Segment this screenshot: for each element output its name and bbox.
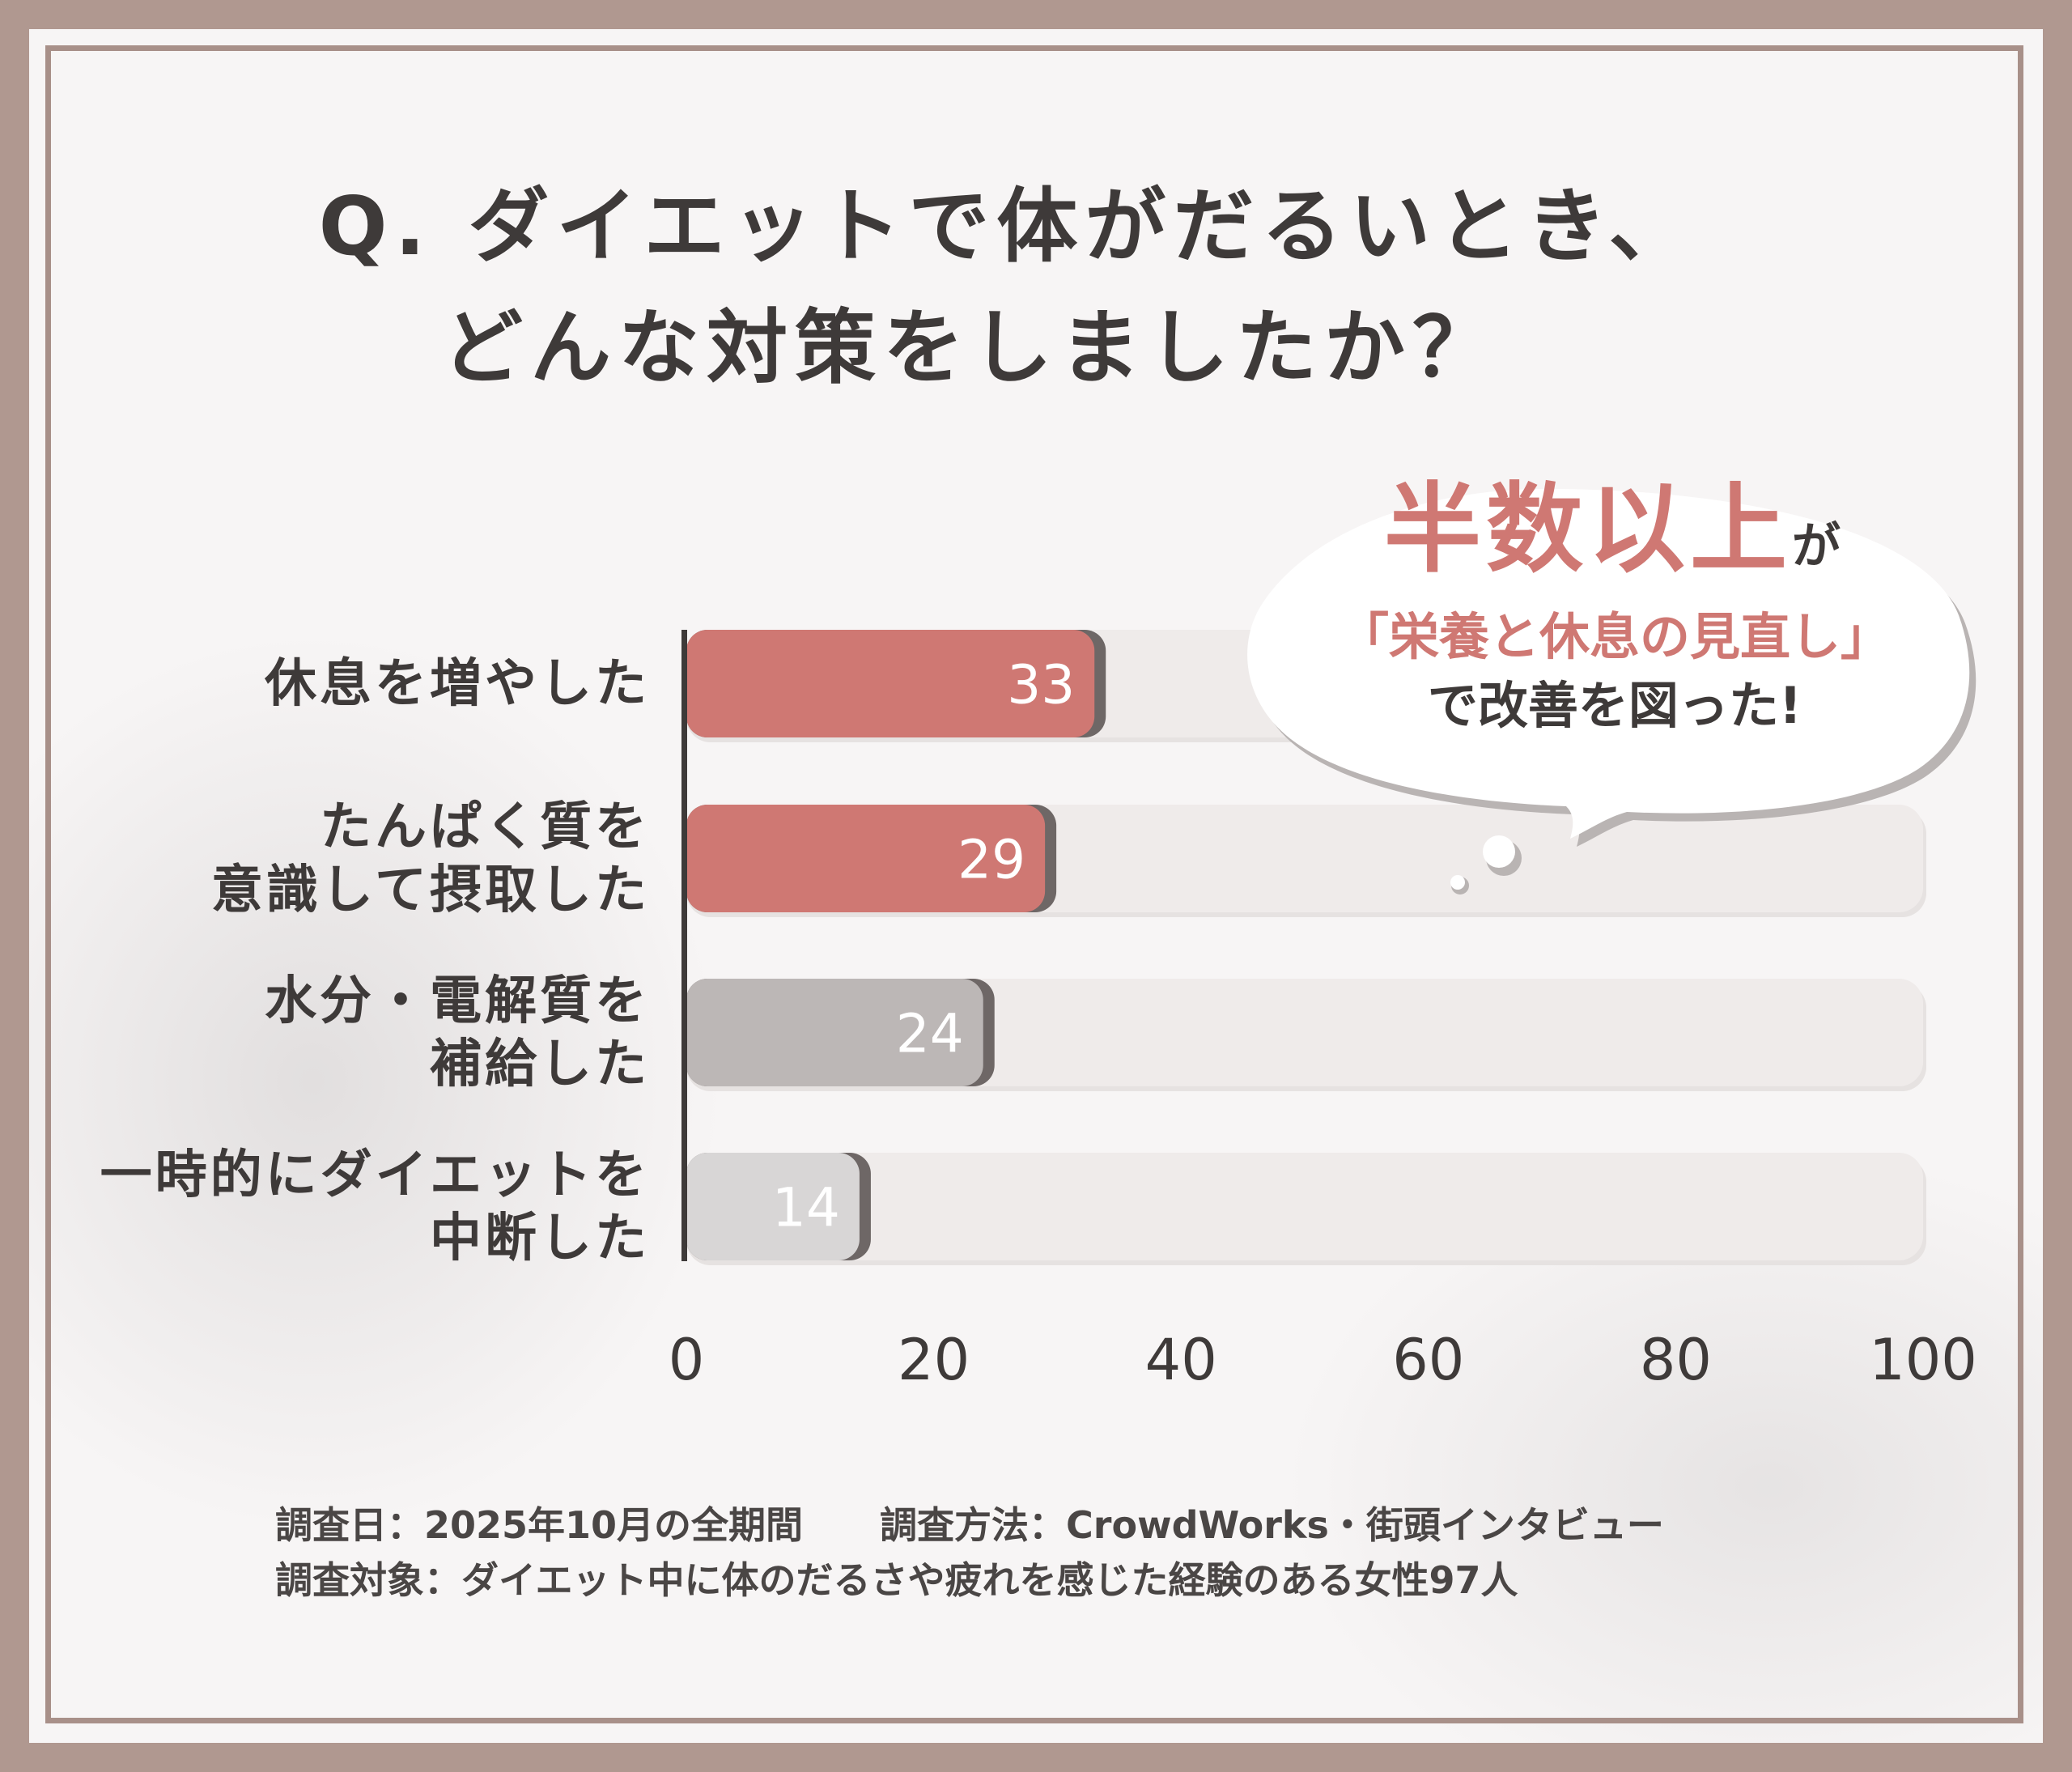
footer-line-1: 調査日：2025年10月の全期間 調査方法：CrowdWorks・街頭インタビュー [275, 1498, 1664, 1553]
thought-dot-large [1483, 835, 1515, 868]
callout-headline: 半数以上が [1259, 465, 1971, 611]
data-label: 14 [772, 1177, 840, 1239]
bar [686, 805, 1046, 912]
x-tick-label: 100 [1869, 1327, 1977, 1393]
category-label: 水分・電解質を 補給した [265, 970, 650, 1096]
callout-text: 半数以上が 「栄養と休息の見直し」 で改善を図った! [1259, 465, 1971, 742]
thought-dot-small [1450, 875, 1465, 890]
title-line-1: Q. ダイエットで体がだるいとき、 [318, 179, 1697, 274]
background-shadow [29, 596, 758, 1567]
bar-track [686, 1153, 1923, 1260]
category-label: たんぱく質を 意識して摂取した [211, 796, 650, 922]
page-title: Q. ダイエットで体がだるいとき、 どんな対策をしましたか？ [0, 166, 2072, 409]
callout-line-2: 「栄養と休息の見直し」 [1338, 607, 1891, 666]
callout-particle: が [1792, 518, 1845, 575]
survey-method: 調査方法：CrowdWorks・街頭インタビュー [880, 1503, 1664, 1547]
survey-footer: 調査日：2025年10月の全期間 調査方法：CrowdWorks・街頭インタビュー… [275, 1498, 1664, 1608]
x-tick-label: 80 [1640, 1327, 1712, 1393]
category-label-line: 補給した [430, 1034, 650, 1094]
category-label-line: 中断した [430, 1208, 650, 1268]
survey-target: 調査対象：ダイエット中に体のだるさや疲れを感じた経験のある女性97人 [275, 1558, 1518, 1602]
callout-highlight: 半数以上 [1384, 474, 1792, 586]
y-axis-line [681, 630, 687, 1261]
category-label-line: 一時的にダイエットを [100, 1145, 650, 1205]
x-tick-label: 0 [669, 1327, 705, 1393]
bar [686, 1153, 860, 1260]
callout-line-3: で改善を図った! [1427, 676, 1802, 735]
category-label: 休息を増やした [265, 652, 650, 716]
category-label-line: 意識して摂取した [210, 860, 650, 920]
bar [686, 630, 1095, 737]
x-tick-label: 60 [1392, 1327, 1464, 1393]
bar-track [686, 979, 1923, 1086]
bar [686, 979, 983, 1086]
speech-bubble-body [1247, 489, 1970, 839]
inner-frame [45, 45, 2023, 1723]
category-label-line: 水分・電解質を [265, 971, 650, 1031]
x-tick-label: 20 [898, 1327, 970, 1393]
survey-date: 調査日：2025年10月の全期間 [275, 1503, 804, 1547]
x-tick-label: 40 [1145, 1327, 1217, 1393]
data-label: 33 [1007, 654, 1075, 716]
data-label: 24 [896, 1003, 964, 1065]
data-label: 29 [957, 829, 1025, 891]
title-line-2: どんな対策をしましたか？ [442, 300, 1501, 395]
category-label: 一時的にダイエットを 中断した [100, 1144, 650, 1270]
category-label-line: たんぱく質を [320, 797, 650, 857]
category-label-line: 休息を増やした [265, 653, 650, 714]
